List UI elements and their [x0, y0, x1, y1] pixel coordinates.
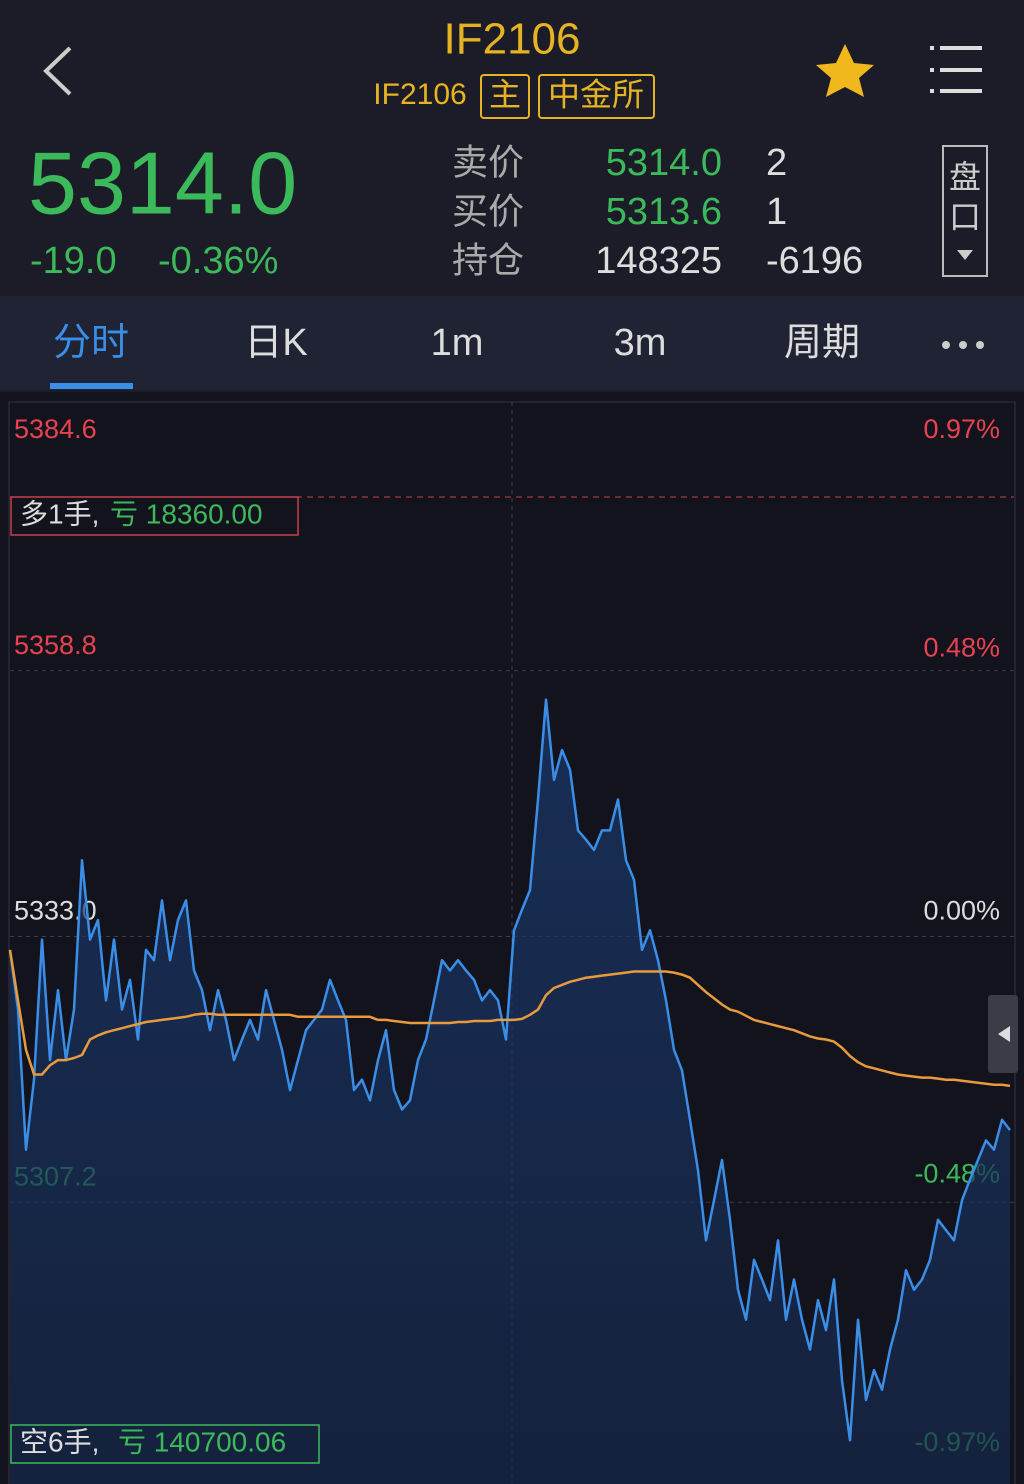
- badge: 中金所: [548, 76, 644, 112]
- y-tick-label: 5358.8: [14, 630, 97, 660]
- back-button[interactable]: [43, 46, 72, 96]
- plot: 5384.65358.85333.05307.20.97%0.48%0.00%-…: [8, 414, 1014, 1484]
- long-position-side: 多1手,: [20, 498, 99, 529]
- panel-arrow: [957, 250, 973, 260]
- short-position-pnl: 亏 140700.06: [118, 1426, 286, 1457]
- subtitle: IF2106: [373, 78, 466, 111]
- y-tick-label: 5384.6: [14, 414, 97, 444]
- tab-bar: [0, 296, 1024, 390]
- header-bg: [0, 0, 1024, 295]
- tab[interactable]: 日K: [244, 322, 307, 364]
- quote-label: 持仓: [452, 240, 524, 281]
- tab[interactable]: 1m: [431, 322, 484, 364]
- badge: 主: [489, 76, 521, 112]
- toggle-arrow: [998, 1026, 1010, 1042]
- tabs: 分时 日K 1m 3m 周期: [53, 322, 860, 364]
- change: -19.0: [30, 240, 117, 282]
- quote-label: 卖价: [452, 142, 524, 183]
- tab[interactable]: 周期: [784, 322, 860, 364]
- short-position-box: [10, 1424, 320, 1464]
- y2-tick-label: 0.48%: [923, 633, 1000, 663]
- quote-volume: -6196: [766, 240, 863, 282]
- badge-box: [538, 74, 655, 119]
- badge-box: [480, 74, 530, 119]
- y2-tick-label: 0.00%: [923, 896, 1000, 926]
- panel-button-label[interactable]: 盘口: [949, 159, 981, 235]
- active-tab-indicator: [50, 383, 133, 389]
- panel-button[interactable]: [942, 145, 988, 277]
- quote-table: 卖价 5314.0 2 买价 5313.6 1 持仓 148325 -6196: [452, 142, 863, 283]
- long-position-pnl: 亏 18360.00: [110, 498, 263, 529]
- quote-volume: 1: [766, 191, 787, 233]
- y2-tick-label: 0.97%: [923, 414, 1000, 444]
- last-price: 5314.0: [28, 133, 297, 232]
- quote-volume: 2: [766, 142, 787, 184]
- title: IF2106: [444, 15, 581, 64]
- change-percent: -0.36%: [158, 240, 278, 282]
- quote-label: 买价: [452, 191, 524, 232]
- quote-value: 5313.6: [606, 191, 722, 233]
- long-position-box: [10, 496, 299, 536]
- price-line: [8, 698, 1011, 1442]
- menu-button[interactable]: [930, 46, 982, 93]
- short-position-side: 空6手,: [20, 1426, 99, 1457]
- price-area: [10, 699, 1010, 1484]
- quote-value: 5314.0: [606, 142, 722, 184]
- favorite-star[interactable]: [816, 44, 874, 97]
- tab[interactable]: 3m: [614, 322, 667, 364]
- quote-value: 148325: [595, 240, 722, 282]
- more-tabs[interactable]: [942, 341, 984, 349]
- average-line: [8, 949, 1011, 1088]
- tab[interactable]: 分时: [53, 322, 129, 364]
